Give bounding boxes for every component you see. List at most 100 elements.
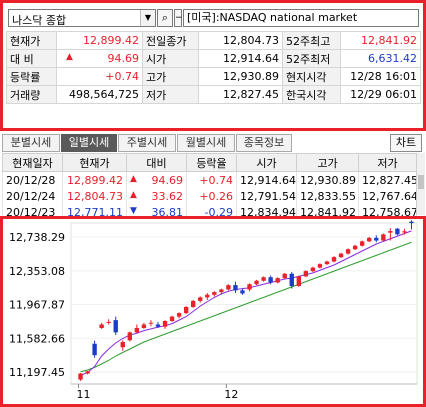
quote-label: 52주최고 xyxy=(282,31,341,50)
quote-value: +0.74 xyxy=(56,67,143,86)
market-label: [미국]:NASDAQ national market xyxy=(183,9,419,27)
low-cell: 12,827.45 xyxy=(358,171,417,188)
candle-body xyxy=(155,324,161,327)
candle-body xyxy=(106,321,111,323)
quote-value: 12,899.42 xyxy=(56,31,143,50)
candle-body xyxy=(268,277,273,283)
candle-body xyxy=(247,284,252,290)
candle-body xyxy=(360,241,365,246)
x-tick-label: 12 xyxy=(224,388,238,401)
candle-body xyxy=(296,276,301,286)
search-button[interactable]: ⌕ xyxy=(157,9,173,27)
symbol-select[interactable]: 나스닥 종합 ▼ xyxy=(8,9,156,27)
date-cell: 20/12/24 xyxy=(2,188,63,204)
candle-body xyxy=(261,277,266,281)
quote-label: 현지시각 xyxy=(282,67,341,86)
quote-value-text: 498,564,725 xyxy=(69,88,139,101)
scrollbar-thumb[interactable] xyxy=(418,175,424,189)
quote-value-text: 94.69 xyxy=(107,52,140,65)
tab-4[interactable]: 월별시세 xyxy=(177,134,235,152)
pct-cell: +0.26 xyxy=(186,188,237,204)
y-tick-label: 12,353.08 xyxy=(9,265,65,278)
quote-row: 현재가 12,899.42 전일종가 12,804.73 52주최고 12,841.92 xyxy=(6,31,421,50)
chart-button[interactable]: 차트 xyxy=(390,134,422,152)
candle-body xyxy=(191,300,196,307)
quote-label: 한국시각 xyxy=(282,85,341,104)
candle-body xyxy=(127,332,132,341)
column-header[interactable]: 등락율 xyxy=(186,153,237,172)
change-value: 36.81 xyxy=(151,205,184,219)
tab-bar: 분별시세 일별시세 주별시세 월별시세 종목정보 xyxy=(0,134,426,152)
y-tick-label: 11,967.87 xyxy=(9,299,65,312)
pct-cell: +0.74 xyxy=(186,171,237,188)
table-row[interactable]: 20/12/24 12,804.73 ▲ 33.62 +0.26 12,791.54 12,… xyxy=(2,188,417,204)
quote-value: 12,841.92 xyxy=(340,31,421,50)
candle-body xyxy=(282,273,287,279)
y-tick-label: 12,738.29 xyxy=(9,231,65,244)
candle-body xyxy=(205,294,210,298)
candle-body xyxy=(212,292,217,295)
candle-body xyxy=(134,328,140,333)
quote-row: 대 비 ▲ 94.69 시가 12,914.64 52주최저 6,631.42 xyxy=(6,49,421,68)
quote-label: 전일종가 xyxy=(142,31,199,50)
candle-body xyxy=(240,290,245,294)
low-cell: 12,767.64 xyxy=(358,188,417,204)
candle-body xyxy=(141,324,147,328)
candle-body xyxy=(233,285,238,291)
candle-body xyxy=(317,264,323,268)
quote-table: 현재가 12,899.42 전일종가 12,804.73 52주최고 12,841.92 대… xyxy=(6,31,421,104)
tab-1[interactable]: 분별시세 xyxy=(2,134,60,152)
chart-panel: 12,738.29 12,353.08 11,967.87 11,582.66 11,1… xyxy=(0,216,426,407)
column-header[interactable]: 저가 xyxy=(358,153,417,172)
candle-body xyxy=(381,234,386,241)
candlestick-chart: 12,738.29 12,353.08 11,967.87 11,582.66 11,1… xyxy=(9,220,418,401)
down-arrow-icon: ▼ xyxy=(130,205,137,216)
date-cell: 20/12/28 xyxy=(2,171,63,188)
candle-body xyxy=(310,267,316,272)
candle-body xyxy=(183,307,189,314)
quote-value: 6,631.42 xyxy=(340,49,421,68)
candle-body xyxy=(78,373,83,380)
candle-body xyxy=(338,253,344,258)
candle-body xyxy=(402,231,407,233)
candle-body xyxy=(120,342,125,348)
up-arrow-icon: ▲ xyxy=(130,173,137,184)
quote-value: 12,930.89 xyxy=(198,67,283,86)
candle-body xyxy=(85,371,90,374)
quote-value: ▲ 94.69 xyxy=(56,49,143,68)
column-header[interactable]: 대비 xyxy=(126,153,187,172)
column-header[interactable]: 시가 xyxy=(236,153,297,172)
ma20-line xyxy=(80,241,412,373)
table-row[interactable]: 20/12/28 12,899.42 ▲ 94.69 +0.74 12,914.64 12,… xyxy=(2,171,417,188)
up-arrow-icon: ▲ xyxy=(66,52,73,62)
tab-2[interactable]: 일별시세 xyxy=(61,134,117,152)
quote-value: 498,564,725 xyxy=(56,85,143,104)
search-icon: ⌕ xyxy=(161,11,169,24)
tab-5[interactable]: 종목정보 xyxy=(236,134,292,152)
candle-body xyxy=(409,221,414,224)
candle-body xyxy=(176,313,182,317)
symbol-select-value: 나스닥 종합 xyxy=(12,14,67,27)
daily-table-scrollbar[interactable] xyxy=(416,153,425,215)
up-arrow-icon: ▲ xyxy=(130,189,137,200)
candle-body xyxy=(352,245,358,250)
candle-body xyxy=(367,237,372,242)
candle-body xyxy=(169,316,175,321)
quote-row: 거래량 498,564,725 저가 12,827.45 한국시각 12/29 06:01 xyxy=(6,85,421,104)
column-header[interactable]: 현재일자 xyxy=(2,153,63,172)
candle-body xyxy=(162,321,168,327)
candle-body xyxy=(92,343,97,356)
chevron-down-icon[interactable]: ▼ xyxy=(140,10,155,26)
candle-body xyxy=(331,257,337,262)
column-header[interactable]: 현재가 xyxy=(62,153,127,172)
column-header[interactable]: 고가 xyxy=(296,153,359,172)
minus-icon: − xyxy=(175,13,183,23)
x-tick-label: 11 xyxy=(77,388,91,401)
quote-label: 등락률 xyxy=(6,67,57,86)
remove-button[interactable]: − xyxy=(174,9,183,27)
quote-label: 현재가 xyxy=(6,31,57,50)
quote-label: 시가 xyxy=(142,49,199,68)
price-cell: 12,804.73 xyxy=(62,188,127,204)
tab-3[interactable]: 주별시세 xyxy=(118,134,176,152)
candle-body xyxy=(99,324,104,328)
